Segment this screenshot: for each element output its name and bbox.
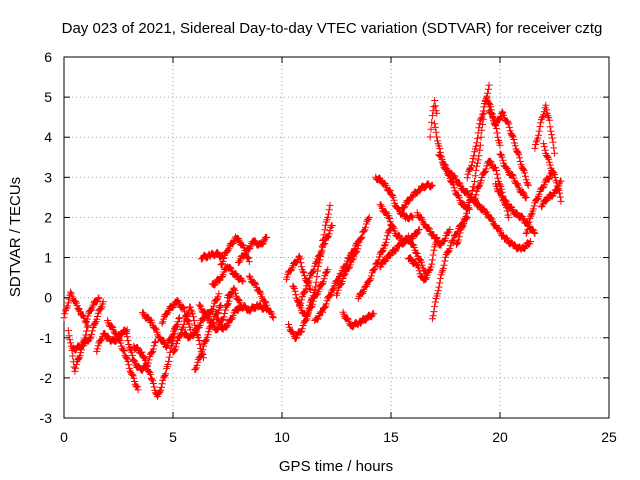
- plus-markers: [339, 308, 378, 331]
- plus-markers: [180, 290, 223, 342]
- series-trace: [60, 288, 103, 327]
- series-trace: [485, 107, 532, 189]
- series-trace: [69, 298, 107, 354]
- plus-markers: [485, 107, 532, 189]
- plus-markers: [413, 209, 454, 249]
- plus-markers: [522, 169, 556, 237]
- plus-markers: [426, 97, 441, 141]
- series-trace: [470, 157, 513, 221]
- y-tick-label: 3: [44, 169, 52, 185]
- plot-frame: [63, 56, 610, 419]
- series-trace: [426, 97, 441, 141]
- plus-markers: [295, 222, 336, 310]
- plus-markers: [404, 234, 441, 284]
- y-tick-label: 4: [44, 129, 52, 145]
- x-tick-label: 15: [383, 429, 399, 445]
- plus-markers: [531, 101, 558, 157]
- plus-markers: [376, 232, 430, 278]
- chart-title: Day 023 of 2021, Sidereal Day-to-day VTE…: [62, 20, 603, 37]
- series-trace: [339, 308, 378, 331]
- y-tick-label: 1: [44, 250, 52, 266]
- series-trace: [197, 248, 227, 263]
- series-trace: [208, 263, 247, 289]
- series-trace: [354, 222, 395, 303]
- series-trace: [372, 173, 417, 223]
- y-tick-labels: -3 -2 -1 0 1 2 3 4 5 6: [40, 49, 53, 426]
- y-axis-label: SDTVAR / TECUs: [7, 177, 24, 297]
- series-trace: [540, 140, 565, 205]
- series-trace: [234, 233, 271, 266]
- plus-markers: [333, 213, 373, 299]
- plus-markers: [372, 173, 417, 223]
- series-trace: [289, 201, 334, 320]
- x-tick-label: 10: [274, 429, 290, 445]
- plus-markers: [470, 157, 513, 221]
- y-tick-label: 0: [44, 290, 52, 306]
- series-trace: [180, 290, 223, 342]
- plus-markers: [224, 284, 271, 315]
- y-tick-label: -1: [40, 330, 53, 346]
- series-trace: [398, 180, 436, 212]
- x-tick-label: 0: [60, 429, 68, 445]
- series-trace: [522, 169, 556, 237]
- y-tick-label: 6: [44, 49, 52, 65]
- series-trace: [376, 232, 430, 278]
- plus-markers: [197, 248, 227, 263]
- y-tick-label: 5: [44, 89, 52, 105]
- series-trace: [295, 222, 336, 310]
- plus-markers: [208, 263, 247, 289]
- plus-markers: [354, 222, 395, 303]
- x-tick-label: 5: [169, 429, 177, 445]
- series-trace: [139, 309, 183, 351]
- axis-ticks: [63, 56, 610, 419]
- plus-markers: [398, 180, 436, 212]
- plus-markers: [104, 317, 142, 394]
- y-tick-label: -2: [40, 370, 53, 386]
- plus-markers: [234, 233, 271, 266]
- plus-markers: [60, 288, 103, 327]
- series-trace: [130, 326, 179, 401]
- plus-markers: [289, 201, 334, 320]
- y-tick-label: 2: [44, 209, 52, 225]
- x-tick-label: 25: [601, 429, 617, 445]
- plus-markers: [496, 150, 530, 202]
- series-trace: [121, 326, 160, 374]
- series-trace: [224, 284, 271, 315]
- plus-markers: [139, 309, 183, 351]
- series-trace: [531, 101, 558, 157]
- series-trace: [104, 317, 142, 394]
- series-trace: [474, 200, 534, 254]
- x-axis-label: GPS time / hours: [279, 458, 393, 475]
- plus-markers: [130, 326, 179, 401]
- plus-markers: [540, 140, 565, 205]
- series-trace: [158, 297, 194, 334]
- plus-markers: [69, 298, 107, 354]
- series-trace: [333, 213, 373, 299]
- series-trace: [404, 234, 441, 284]
- y-tick-label: -3: [40, 410, 53, 426]
- data-points: [60, 81, 565, 401]
- plus-markers: [121, 326, 160, 374]
- x-tick-labels: 0 5 10 15 20 25: [60, 429, 617, 445]
- series-trace: [496, 150, 530, 202]
- series-trace: [245, 272, 277, 322]
- plus-markers: [474, 200, 534, 254]
- plus-markers: [158, 297, 194, 334]
- series-trace: [413, 209, 454, 249]
- plus-markers: [245, 272, 277, 322]
- x-tick-label: 20: [492, 429, 508, 445]
